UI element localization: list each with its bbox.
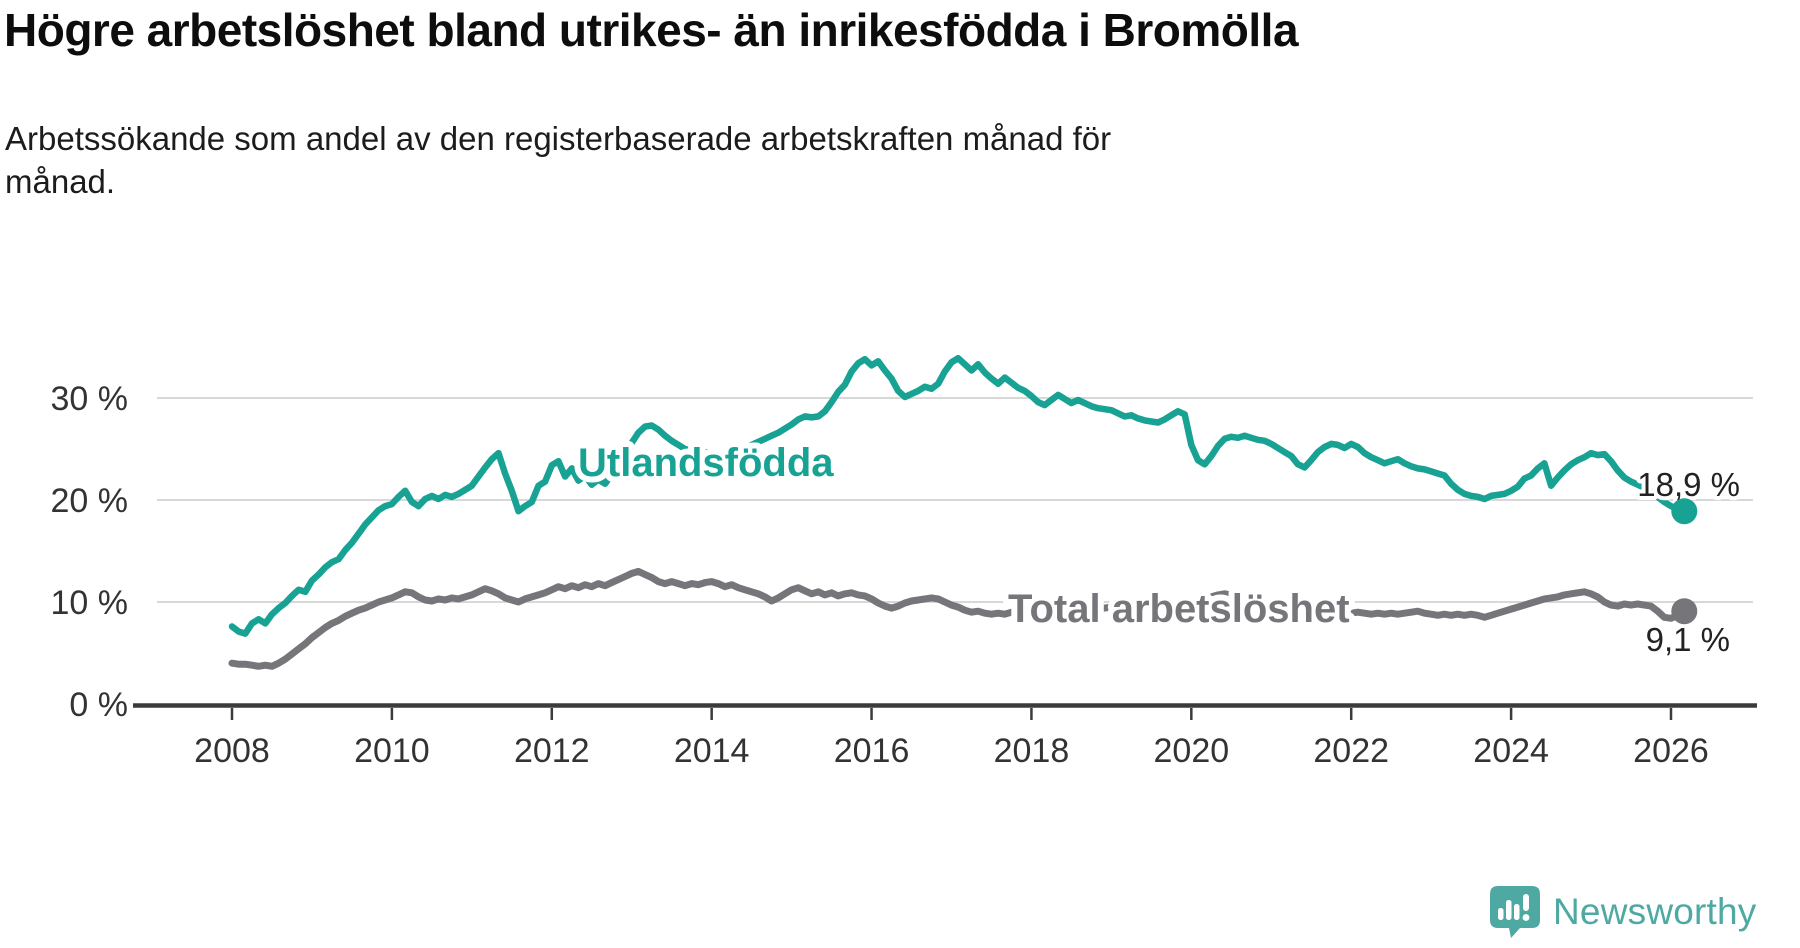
x-tick-label: 2016 bbox=[834, 732, 910, 770]
y-tick-label: 20 % bbox=[51, 482, 129, 520]
latest-value-label: 18,9 % bbox=[1637, 466, 1740, 503]
x-tick-label: 2014 bbox=[674, 732, 750, 770]
series-line-utlandsfodda bbox=[228, 354, 1688, 637]
x-tick-label: 2012 bbox=[514, 732, 590, 770]
gridlines: 0 % 10 % 20 % 30 % bbox=[51, 380, 1753, 724]
latest-value-dot bbox=[1671, 498, 1698, 525]
series-name-label: Utlandsfödda bbox=[578, 441, 834, 485]
x-tick-label: 2020 bbox=[1154, 732, 1230, 770]
page-title: Högre arbetslöshet bland utrikes- än inr… bbox=[4, 4, 1299, 56]
latest-value-label: 9,1 % bbox=[1646, 621, 1730, 658]
y-tick-label: 30 % bbox=[51, 380, 129, 418]
x-axis: 2008 2010 2012 2014 2016 2018 2020 2022 2024 2026 bbox=[133, 703, 1757, 770]
x-tick-label: 2018 bbox=[994, 732, 1070, 770]
newsworthy-wordmark: Newsworthy bbox=[1553, 891, 1757, 932]
newsworthy-bubble-icon bbox=[1490, 886, 1540, 938]
latest-value-dots bbox=[1671, 498, 1698, 625]
x-tick-label: 2022 bbox=[1313, 732, 1389, 770]
x-tick-label: 2024 bbox=[1473, 732, 1549, 770]
latest-value-dot bbox=[1671, 598, 1698, 625]
x-tick-label: 2026 bbox=[1633, 732, 1709, 770]
x-tick-label: 2010 bbox=[354, 732, 430, 770]
y-tick-label: 10 % bbox=[51, 584, 129, 622]
chart-subtitle: Arbetssökande som andel av den registerb… bbox=[5, 120, 1112, 200]
x-tick-label: 2008 bbox=[194, 732, 270, 770]
series-labels: Utlandsfödda Total arbetslöshet 18,9 % 9,1 … bbox=[572, 435, 1744, 662]
series-name-label: Total arbetslöshet bbox=[1008, 587, 1350, 631]
series-line-total bbox=[228, 567, 1688, 670]
series-lines bbox=[228, 354, 1688, 670]
y-tick-label: 0 % bbox=[69, 686, 128, 724]
newsworthy-logo: Newsworthy bbox=[1490, 884, 1796, 940]
